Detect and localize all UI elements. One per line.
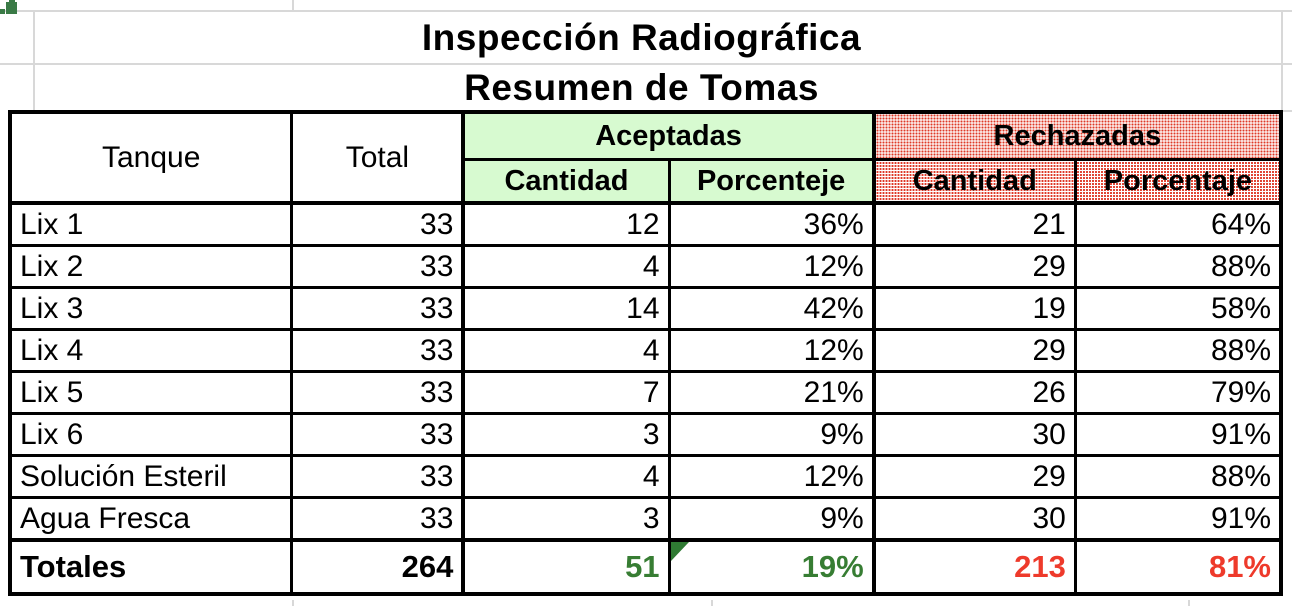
gridline-between-titles: [0, 63, 1292, 65]
gridline-col-below-1: [292, 600, 294, 606]
cell-tanque[interactable]: Lix 3: [8, 286, 294, 331]
formula-warning-triangle-icon: [672, 544, 689, 561]
cell-rechazadas-porcentaje[interactable]: 58%: [1073, 286, 1283, 331]
totals-rechazadas-porcentaje[interactable]: 81%: [1073, 538, 1283, 596]
cell-rechazadas-porcentaje[interactable]: 88%: [1073, 454, 1283, 499]
totals-label[interactable]: Totales: [8, 538, 294, 596]
cell-aceptadas-cantidad[interactable]: 7: [461, 370, 671, 415]
cell-rechazadas-porcentaje[interactable]: 91%: [1073, 412, 1283, 457]
cell-aceptadas-porcenteje[interactable]: 12%: [667, 244, 876, 289]
cell-tanque[interactable]: Lix 6: [8, 412, 294, 457]
selection-handle-left: [0, 9, 5, 14]
cell-rechazadas-cantidad[interactable]: 30: [871, 412, 1077, 457]
cell-rechazadas-cantidad[interactable]: 21: [871, 201, 1077, 247]
table-row: Lix 4 33 4 12% 29 88%: [8, 328, 1283, 373]
sheet-title[interactable]: Inspección Radiográfica: [421, 17, 862, 58]
cell-tanque[interactable]: Solución Esteril: [8, 454, 294, 499]
gridline-row-top: [0, 10, 1292, 12]
cell-rechazadas-porcentaje[interactable]: 64%: [1073, 201, 1283, 247]
cell-aceptadas-porcenteje[interactable]: 42%: [667, 286, 876, 331]
cell-rechazadas-porcentaje[interactable]: 91%: [1073, 496, 1283, 542]
cell-aceptadas-cantidad[interactable]: 3: [461, 496, 671, 542]
cell-total[interactable]: 33: [290, 454, 465, 499]
header-group-rechazadas[interactable]: Rechazadas: [871, 110, 1283, 161]
cell-rechazadas-porcentaje[interactable]: 79%: [1073, 370, 1283, 415]
cell-aceptadas-porcenteje[interactable]: 21%: [667, 370, 876, 415]
totals-aceptadas-porcenteje-value: 19%: [801, 549, 864, 584]
totals-aceptadas-cantidad[interactable]: 51: [461, 538, 671, 596]
cell-aceptadas-porcenteje[interactable]: 9%: [667, 412, 876, 457]
sheet-subtitle[interactable]: Resumen de Tomas: [464, 67, 819, 108]
table-row: Lix 2 33 4 12% 29 88%: [8, 244, 1283, 289]
table-row: Lix 3 33 14 42% 19 58%: [8, 286, 1283, 331]
header-total[interactable]: Total: [290, 110, 465, 205]
selection-handle-top: [9, 0, 15, 3]
cell-tanque[interactable]: Lix 2: [8, 244, 294, 289]
cell-total[interactable]: 33: [290, 370, 465, 415]
cell-aceptadas-cantidad[interactable]: 4: [461, 454, 671, 499]
gridline-col-below-2: [711, 600, 713, 606]
cell-rechazadas-cantidad[interactable]: 29: [871, 328, 1077, 373]
cell-aceptadas-porcenteje[interactable]: 9%: [667, 496, 876, 542]
header-tanque[interactable]: Tanque: [8, 110, 294, 205]
totals-row: Totales 264 51 19% 213 81%: [8, 538, 1283, 596]
fill-handle[interactable]: [6, 2, 17, 14]
gridline-right-of-table: [1283, 110, 1292, 112]
cell-tanque[interactable]: Lix 1: [8, 201, 294, 247]
cell-aceptadas-cantidad[interactable]: 12: [461, 201, 671, 247]
cell-aceptadas-cantidad[interactable]: 3: [461, 412, 671, 457]
gridline-col-left: [33, 10, 35, 112]
cell-aceptadas-cantidad[interactable]: 4: [461, 328, 671, 373]
table-row: Agua Fresca 33 3 9% 30 91%: [8, 496, 1283, 542]
cell-aceptadas-porcenteje[interactable]: 36%: [667, 201, 876, 247]
cell-rechazadas-cantidad[interactable]: 29: [871, 244, 1077, 289]
table-row: Lix 5 33 7 21% 26 79%: [8, 370, 1283, 415]
cell-total[interactable]: 33: [290, 201, 465, 247]
cell-rechazadas-cantidad[interactable]: 30: [871, 496, 1077, 542]
totals-total[interactable]: 264: [290, 538, 465, 596]
header-aceptadas-porcenteje[interactable]: Porcenteje: [667, 158, 876, 205]
cell-rechazadas-porcentaje[interactable]: 88%: [1073, 328, 1283, 373]
cell-aceptadas-porcenteje[interactable]: 12%: [667, 454, 876, 499]
table-row: Lix 6 33 3 9% 30 91%: [8, 412, 1283, 457]
cell-aceptadas-porcenteje[interactable]: 12%: [667, 328, 876, 373]
cell-aceptadas-cantidad[interactable]: 4: [461, 244, 671, 289]
cell-rechazadas-cantidad[interactable]: 29: [871, 454, 1077, 499]
gridline-col-right: [1281, 10, 1283, 112]
header-rechazadas-porcentaje[interactable]: Porcentaje: [1073, 158, 1283, 205]
cell-tanque[interactable]: Lix 4: [8, 328, 294, 373]
gridline-col-below-3: [1188, 600, 1190, 606]
header-rechazadas-cantidad[interactable]: Cantidad: [871, 158, 1077, 205]
totals-rechazadas-cantidad[interactable]: 213: [871, 538, 1077, 596]
cell-total[interactable]: 33: [290, 244, 465, 289]
cell-tanque[interactable]: Agua Fresca: [8, 496, 294, 542]
header-group-aceptadas[interactable]: Aceptadas: [461, 110, 876, 161]
table-row: Lix 1 33 12 36% 21 64%: [8, 201, 1283, 247]
table-row: Solución Esteril 33 4 12% 29 88%: [8, 454, 1283, 499]
summary-table: Tanque Total Aceptadas Rechazadas Cantid…: [8, 110, 1283, 596]
cell-aceptadas-cantidad[interactable]: 14: [461, 286, 671, 331]
cell-tanque[interactable]: Lix 5: [8, 370, 294, 415]
cell-total[interactable]: 33: [290, 286, 465, 331]
cell-total[interactable]: 33: [290, 496, 465, 542]
cell-total[interactable]: 33: [290, 328, 465, 373]
header-aceptadas-cantidad[interactable]: Cantidad: [461, 158, 671, 205]
cell-total[interactable]: 33: [290, 412, 465, 457]
totals-aceptadas-porcenteje[interactable]: 19%: [667, 538, 876, 596]
gridline-col-above: [292, 0, 294, 10]
cell-rechazadas-cantidad[interactable]: 19: [871, 286, 1077, 331]
cell-rechazadas-cantidad[interactable]: 26: [871, 370, 1077, 415]
cell-rechazadas-porcentaje[interactable]: 88%: [1073, 244, 1283, 289]
